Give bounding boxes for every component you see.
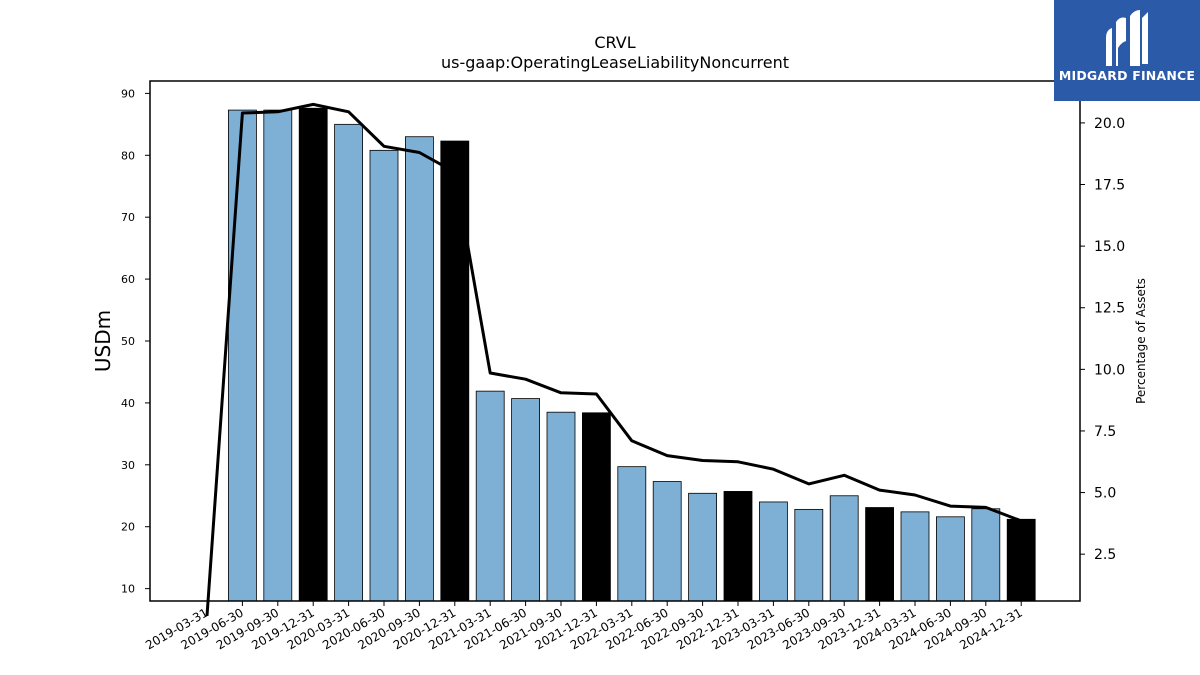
y2-tick-label: 10.0 <box>1094 362 1125 378</box>
brand-logo: MIDGARD FINANCE <box>1054 0 1200 101</box>
y-tick-label: 40 <box>121 397 135 410</box>
y-tick-label: 90 <box>121 87 135 100</box>
chart-subtitle: us-gaap:OperatingLeaseLiabilityNoncurren… <box>441 53 789 72</box>
bar-2023-03-31 <box>759 501 788 602</box>
bar-2019-06-30 <box>227 109 257 602</box>
bar-2024-03-31 <box>900 511 930 602</box>
line-layer <box>205 102 1022 616</box>
y2-tick-label: 17.5 <box>1094 178 1125 194</box>
y-tick-label: 20 <box>121 521 135 534</box>
y2-tick-label: 5.0 <box>1094 486 1116 502</box>
bar-2024-12-31 <box>1006 518 1036 602</box>
bar-2020-06-30 <box>369 149 399 602</box>
y2-tick-label: 15.0 <box>1094 239 1125 255</box>
bar-2023-09-30 <box>829 495 859 602</box>
y2-tick-label: 12.5 <box>1094 301 1125 317</box>
bar-2020-09-30 <box>404 136 434 602</box>
bar-2021-03-31 <box>475 390 505 602</box>
bars-layer <box>227 107 1036 602</box>
bar-2024-06-30 <box>936 516 965 602</box>
y-tick-label: 60 <box>121 273 135 286</box>
bar-2022-06-30 <box>652 481 682 602</box>
bar-2023-06-30 <box>794 508 824 602</box>
y2-tick-label: 20.0 <box>1094 116 1125 132</box>
logo-text: MIDGARD FINANCE <box>1058 68 1196 83</box>
bar-2022-09-30 <box>688 492 717 602</box>
bar-2019-09-30 <box>263 109 293 602</box>
y-tick-label: 50 <box>121 335 135 348</box>
y-axis-label: USDm <box>91 310 115 372</box>
y2-tick-label: 2.5 <box>1094 547 1116 563</box>
bar-2024-09-30 <box>971 508 1001 602</box>
y2-axis-label: Percentage of Assets <box>1134 278 1148 404</box>
chart-title: CRVL <box>594 33 635 52</box>
bar-2020-12-31 <box>440 140 470 602</box>
y2-tick-label: 7.5 <box>1094 424 1116 440</box>
bar-2023-12-31 <box>865 507 894 602</box>
series-line-percentage-of-assets <box>205 102 1022 616</box>
logo-mark-icon <box>1106 10 1148 66</box>
bar-2022-03-31 <box>617 466 647 602</box>
bar-2022-12-31 <box>723 491 753 602</box>
bar-2019-12-31 <box>298 107 328 602</box>
y-tick-label: 10 <box>121 583 135 596</box>
y-tick-label: 70 <box>121 211 135 224</box>
y-tick-label: 30 <box>121 459 135 472</box>
bar-2021-12-31 <box>582 412 611 602</box>
bar-2020-03-31 <box>334 123 364 602</box>
y-tick-label: 80 <box>121 149 135 162</box>
bar-2021-09-30 <box>546 411 576 602</box>
bar-2021-06-30 <box>511 398 541 602</box>
